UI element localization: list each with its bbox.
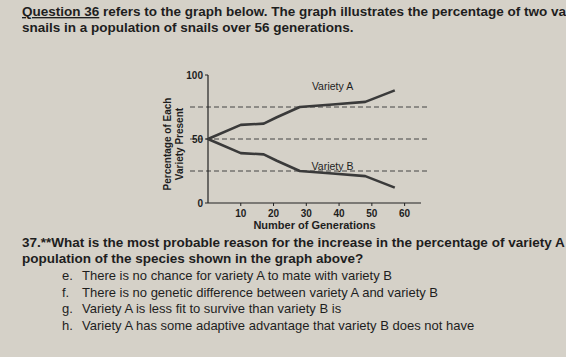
header-line: Question 36 refers to the graph below. T… — [22, 4, 566, 19]
series-label: Variety A — [312, 80, 353, 92]
series-line — [208, 90, 395, 139]
option-text: Variety A is less fit to survive than va… — [82, 301, 342, 316]
option-letter: h. — [62, 318, 73, 333]
series-label: Variety B — [312, 160, 354, 172]
option-letter: e. — [62, 268, 73, 283]
x-tick-label: 20 — [268, 208, 280, 219]
header-text: snails in a population of snails over 56… — [22, 20, 354, 35]
x-tick — [240, 203, 241, 206]
option-letter: f. — [62, 285, 69, 300]
x-tick — [273, 203, 274, 206]
option-text: Variety A has some adaptive advantage th… — [82, 318, 474, 333]
question-number: 37.** — [22, 235, 52, 250]
y-axis-label: Variety Present — [174, 107, 185, 180]
y-tick — [205, 203, 208, 204]
x-axis-label: Number of Generations — [253, 219, 375, 231]
option-letter: g. — [62, 301, 73, 316]
x-tick — [371, 203, 372, 206]
header-label: Question 36 — [22, 4, 100, 19]
x-tick-label: 50 — [366, 208, 378, 219]
x-tick — [404, 203, 405, 206]
x-tick-label: 40 — [334, 208, 346, 219]
y-tick — [205, 139, 208, 140]
x-tick — [306, 203, 307, 206]
x-tick-label: 30 — [301, 208, 313, 219]
header-text: refers to the graph below. The graph ill… — [99, 4, 566, 19]
option-text: There is no genetic difference between v… — [82, 285, 438, 300]
question-text: What is the most probable reason for the… — [51, 235, 566, 250]
option-text: There is no chance for variety A to mate… — [82, 268, 392, 283]
background — [0, 0, 566, 357]
x-tick-label: 60 — [399, 208, 411, 219]
x-tick — [339, 203, 340, 206]
x-tick-label: 10 — [235, 208, 247, 219]
y-axis-label: Percentage of Each — [162, 98, 173, 191]
question-text: population of the species shown in the g… — [22, 251, 363, 266]
y-tick-label: 0 — [197, 198, 203, 209]
series-line — [208, 139, 395, 188]
x-axis — [208, 202, 421, 203]
plot-marks — [208, 90, 395, 187]
y-tick-label: 50 — [192, 134, 204, 145]
page: Question 36 refers to the graph below. T… — [0, 0, 566, 357]
y-tick — [205, 75, 208, 76]
question-line: 37.**What is the most probable reason fo… — [22, 235, 566, 250]
y-tick-label: 100 — [186, 70, 203, 81]
reference-line — [190, 139, 429, 140]
